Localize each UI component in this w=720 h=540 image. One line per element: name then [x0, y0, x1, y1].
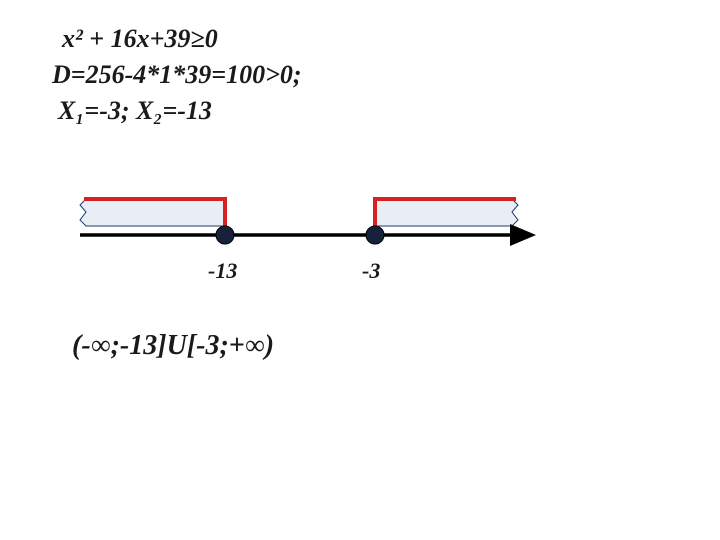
answer-interval: (-∞;-13]U[-3;+∞) — [72, 330, 274, 362]
point-label-2: -3 — [362, 258, 380, 284]
point-label-1: -13 — [208, 258, 237, 284]
number-line-diagram — [0, 0, 720, 540]
